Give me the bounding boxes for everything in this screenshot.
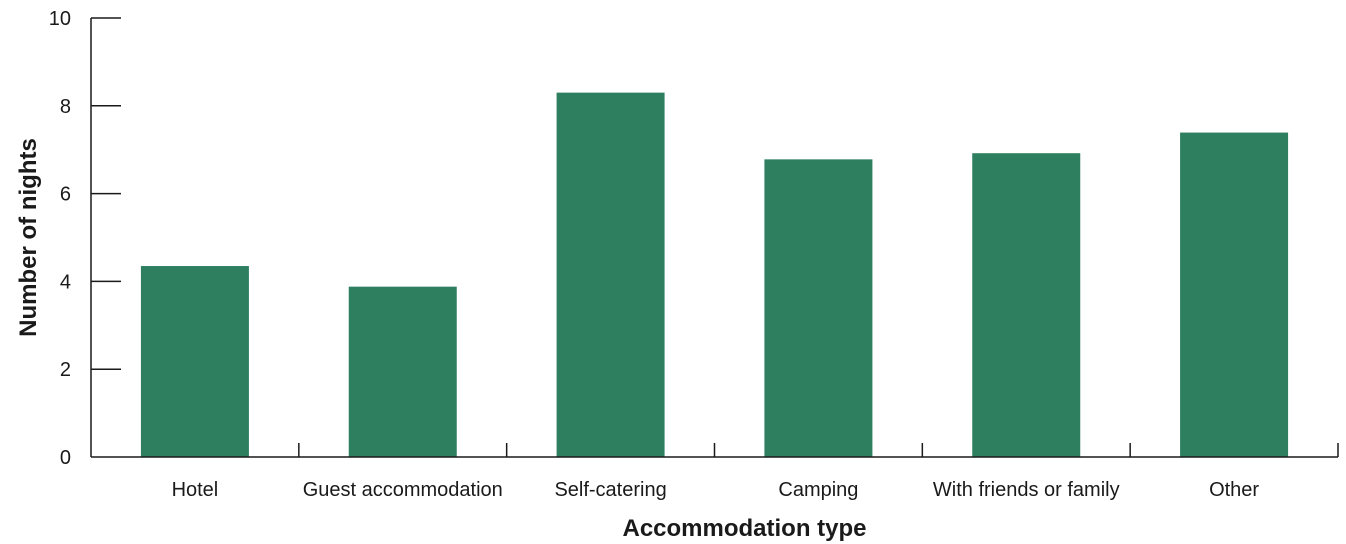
x-tick-label-1: Guest accommodation: [303, 479, 503, 501]
bar-5: [1180, 132, 1289, 458]
x-tick-label-0: Hotel: [172, 479, 219, 501]
bar-1: [348, 286, 457, 457]
y-axis-title: Number of nights: [15, 138, 42, 337]
y-tick-label-0: 0: [60, 447, 71, 469]
x-tick-label-2: Self-catering: [554, 479, 666, 501]
bar-4: [972, 153, 1081, 457]
y-tick-label-2: 4: [60, 271, 71, 293]
bar-2: [556, 92, 665, 457]
x-tick-label-3: Camping: [778, 479, 858, 501]
bar-3: [764, 159, 873, 457]
y-tick-label-1: 2: [60, 359, 71, 381]
axes-group: [90, 18, 1338, 458]
y-ticks-group: 0 2 4 6 8 10: [49, 8, 121, 469]
bar-0: [140, 266, 249, 457]
y-tick-label-3: 6: [60, 184, 71, 206]
x-tick-label-5: Other: [1209, 479, 1259, 501]
y-tick-label-5: 10: [49, 8, 71, 30]
bars-group: [140, 92, 1289, 458]
x-tick-label-4: With friends or family: [933, 479, 1120, 501]
x-ticks-group: [298, 443, 1339, 457]
y-tick-label-4: 8: [60, 96, 71, 118]
x-axis-title: Accommodation type: [622, 515, 866, 542]
x-tick-labels-group: Hotel Guest accommodation Self-catering Cam…: [172, 479, 1260, 501]
